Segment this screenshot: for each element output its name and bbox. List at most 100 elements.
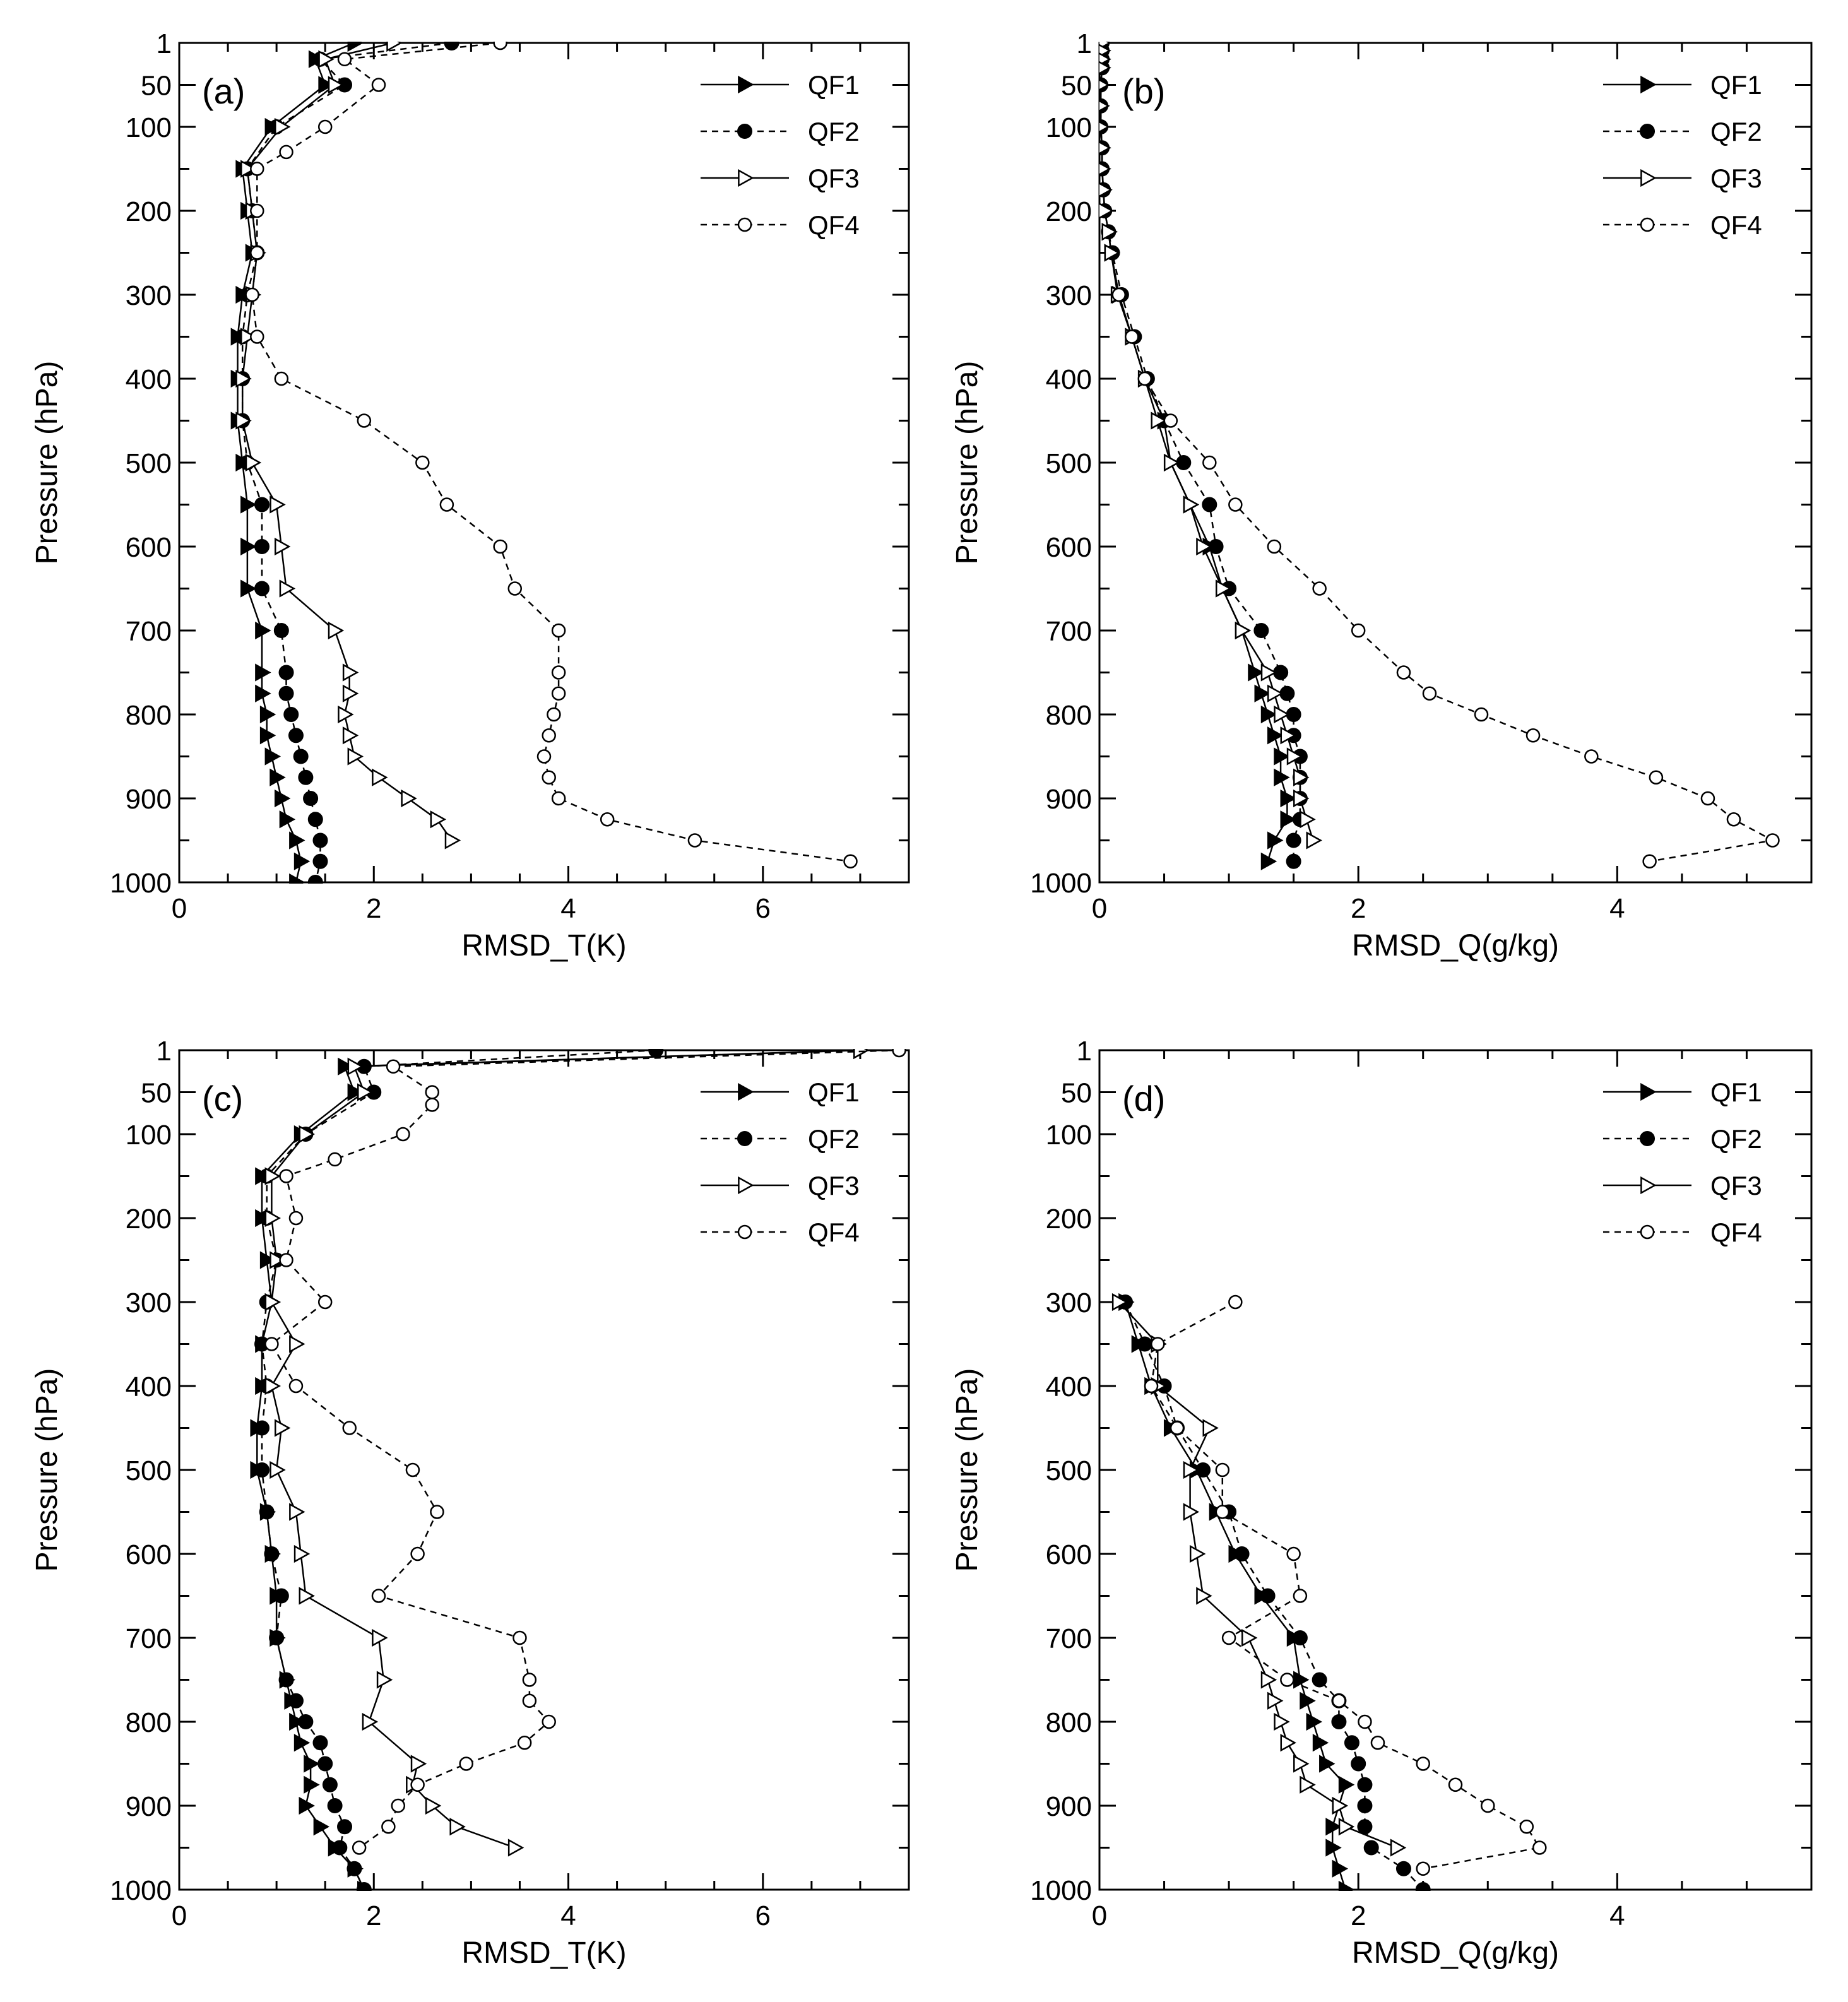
- data-point-qf1: [293, 1734, 311, 1752]
- x-tick-label: 4: [1609, 893, 1625, 924]
- y-tick-label: 500: [1046, 448, 1092, 479]
- y-tick-label: 700: [126, 1623, 172, 1654]
- y-tick-label: 1000: [1030, 868, 1092, 899]
- legend-label: QF3: [808, 1171, 860, 1200]
- data-point-qf1: [1248, 663, 1264, 682]
- x-tick-label: 2: [366, 893, 381, 924]
- legend: QF1 QF2 QF3 QF4: [1603, 1077, 1762, 1247]
- data-point-qf4: [1642, 854, 1657, 868]
- y-axis-label: Pressure (hPa): [951, 1368, 984, 1572]
- data-point-qf1: [1338, 1775, 1355, 1794]
- data-point-qf2: [312, 1735, 328, 1751]
- y-tick-label: 1: [157, 28, 172, 59]
- data-point-qf1: [289, 831, 305, 850]
- y-tick-label: 900: [126, 1791, 172, 1822]
- legend-marker: [1640, 1224, 1655, 1240]
- data-point-qf4: [405, 1462, 420, 1478]
- series-line-qf3: [241, 42, 453, 841]
- y-axis-label: Pressure (hPa): [951, 361, 984, 565]
- data-point-qf4: [1170, 1421, 1185, 1435]
- data-point-qf1: [1254, 684, 1270, 702]
- data-point-qf4: [1474, 707, 1489, 722]
- data-point-qf4: [547, 707, 561, 722]
- data-point-qf2: [273, 1588, 289, 1604]
- data-point-qf3: [240, 160, 257, 178]
- data-point-qf2: [1234, 1546, 1250, 1561]
- data-point-qf4: [371, 1589, 386, 1603]
- data-point-qf1: [1306, 1712, 1322, 1731]
- data-point-qf3: [274, 117, 291, 136]
- x-tick-label: 0: [1092, 1900, 1107, 1931]
- y-tick-label: 700: [1046, 616, 1092, 647]
- y-tick-label: 400: [126, 1371, 172, 1402]
- data-point-qf4: [352, 1840, 367, 1855]
- data-point-qf3: [1241, 1628, 1258, 1647]
- data-point-qf4: [317, 119, 333, 134]
- data-point-qf3: [347, 1057, 364, 1075]
- legend-marker: [738, 169, 754, 187]
- y-tick-label: 300: [126, 280, 172, 311]
- data-point-qf3: [293, 1544, 311, 1563]
- data-point-qf2: [1415, 1882, 1431, 1891]
- data-point-qf4: [410, 1546, 425, 1561]
- data-point-qf4: [1215, 1462, 1230, 1478]
- data-point-qf2: [332, 1840, 348, 1856]
- y-tick-label: 400: [1046, 1371, 1092, 1402]
- legend-marker: [738, 1176, 754, 1195]
- data-point-qf4: [245, 287, 259, 302]
- y-tick-label: 800: [126, 1707, 172, 1738]
- data-point-qf4: [687, 833, 702, 848]
- data-point-qf2: [312, 832, 328, 848]
- data-point-qf4: [1416, 1756, 1430, 1771]
- data-point-qf3: [1293, 1755, 1310, 1773]
- data-point-qf3: [1183, 1503, 1200, 1521]
- data-point-qf4: [536, 749, 552, 764]
- data-point-qf4: [1726, 812, 1741, 827]
- data-point-qf4: [1228, 497, 1243, 512]
- data-point-qf2: [1363, 1840, 1379, 1856]
- x-axis-label: RMSD_Q(g/kg): [1352, 1936, 1559, 1970]
- x-axis-label: RMSD_T(K): [461, 929, 626, 962]
- data-point-qf2: [278, 665, 294, 680]
- data-point-qf3: [264, 1377, 281, 1395]
- data-point-qf4: [381, 1820, 396, 1834]
- data-point-qf4: [522, 1693, 537, 1708]
- data-point-qf3: [1300, 810, 1316, 829]
- data-point-qf4: [264, 1337, 279, 1351]
- data-point-qf4: [1396, 665, 1411, 680]
- legend-label: QF4: [1710, 210, 1762, 240]
- y-tick-label: 1000: [110, 868, 172, 899]
- series-group: [230, 42, 858, 884]
- data-point-qf3: [1280, 726, 1296, 745]
- data-point-qf4: [371, 78, 386, 92]
- data-point-qf3: [1099, 61, 1111, 74]
- data-point-qf4: [1532, 1840, 1547, 1855]
- data-point-qf3: [240, 328, 257, 346]
- data-point-qf1: [299, 1796, 315, 1815]
- data-point-qf3: [362, 1712, 379, 1731]
- data-point-qf3: [274, 537, 291, 556]
- data-point-qf4: [337, 52, 352, 67]
- data-point-qf4: [1125, 329, 1139, 344]
- data-point-qf2: [278, 1672, 294, 1688]
- data-point-qf4: [430, 1505, 444, 1519]
- y-tick-label: 700: [126, 616, 172, 647]
- data-point-qf4: [425, 1098, 439, 1112]
- data-point-qf2: [1286, 853, 1301, 869]
- data-point-qf4: [342, 1421, 357, 1435]
- data-point-qf3: [1267, 684, 1284, 702]
- data-point-qf3: [338, 705, 354, 724]
- data-point-qf3: [1099, 79, 1110, 91]
- y-tick-label: 500: [126, 1455, 172, 1486]
- data-point-qf3: [1274, 705, 1290, 724]
- data-point-qf4: [250, 246, 264, 260]
- data-point-qf1: [304, 1775, 320, 1794]
- data-point-qf1: [1280, 789, 1296, 808]
- data-point-qf1: [1325, 1818, 1342, 1836]
- y-tick-label: 200: [1046, 1204, 1092, 1235]
- data-point-qf3: [289, 1503, 305, 1521]
- y-tick-label: 900: [126, 784, 172, 815]
- data-point-qf4: [386, 1059, 401, 1074]
- data-point-qf3: [264, 1209, 281, 1228]
- data-point-qf4: [1163, 413, 1178, 428]
